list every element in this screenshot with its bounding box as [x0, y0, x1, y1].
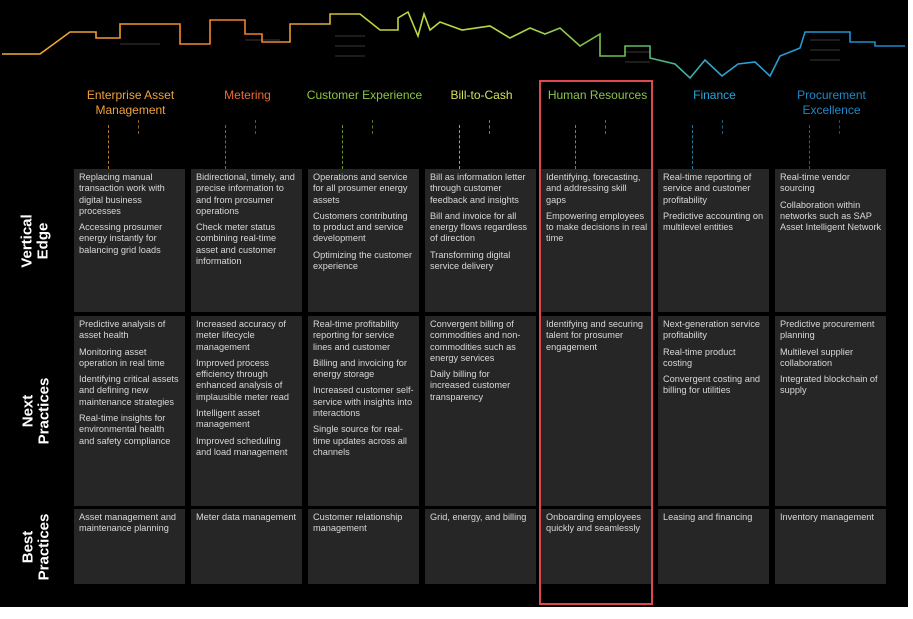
- cell-best-metering: Meter data management: [191, 509, 302, 584]
- practice-item: Operations and service for all prosumer …: [313, 172, 408, 205]
- practice-item: Real-time product costing: [663, 346, 736, 368]
- practice-item: Identifying critical assets and defining…: [79, 374, 179, 407]
- practice-item: Integrated blockchain of supply: [780, 374, 878, 396]
- practice-item: Empowering employees to make decisions i…: [546, 210, 648, 244]
- cell-best-hr: Onboarding employees quickly and seamles…: [541, 509, 652, 584]
- practice-item: Daily billing for increased customer tra…: [430, 369, 511, 402]
- practice-item: Improved process efficiency through enha…: [196, 357, 289, 402]
- practice-item: Predictive procurement planning: [780, 319, 875, 341]
- column-connector-cx: [342, 125, 344, 169]
- practice-item: Real-time reporting of service and custo…: [663, 172, 752, 205]
- column-connector-metering: [255, 120, 257, 134]
- practice-item: Identifying and securing talent for pros…: [546, 319, 644, 352]
- cell-best-cx: Customer relationship management: [308, 509, 419, 584]
- practice-item: Check meter status combining real-time a…: [196, 222, 277, 267]
- practice-item: Asset management and maintenance plannin…: [79, 512, 177, 534]
- practice-item: Leasing and financing: [663, 512, 753, 522]
- column-header-b2c: Bill-to-Cash: [450, 88, 513, 102]
- practice-item: Predictive accounting on multilevel enti…: [663, 210, 764, 233]
- practice-item: Meter data management: [196, 512, 297, 522]
- practice-item: Grid, energy, and billing: [430, 512, 527, 522]
- practice-item: Convergent billing of commodities and no…: [430, 319, 521, 363]
- cell-vertical-b2c: Bill as information letter through custo…: [425, 169, 536, 312]
- cell-vertical-eam: Replacing manual transaction work with d…: [74, 169, 185, 312]
- column-connector-procurement: [809, 125, 811, 169]
- practice-item: Customers contributing to product and se…: [313, 210, 408, 244]
- practice-item: Customer relationship management: [313, 512, 403, 534]
- practice-item: Bill and invoice for all energy flows re…: [430, 210, 528, 244]
- column-connector-hr: [605, 120, 607, 134]
- column-connector-procurement: [839, 120, 841, 134]
- practice-item: Improved scheduling and load management: [196, 435, 288, 457]
- cell-next-hr: Identifying and securing talent for pros…: [541, 316, 652, 506]
- row-label-next: Next Practices: [19, 377, 52, 445]
- practice-item: Inventory management: [780, 512, 874, 522]
- cell-best-b2c: Grid, energy, and billing: [425, 509, 536, 584]
- cell-next-procurement: Predictive procurement planning Multileve…: [775, 316, 886, 506]
- practice-item: Replacing manual transaction work with d…: [79, 172, 165, 216]
- industry-practices-diagram: Enterprise Asset Management Metering Custo…: [0, 0, 908, 607]
- column-header-hr: Human Resources: [547, 88, 648, 102]
- cell-best-eam: Asset management and maintenance plannin…: [74, 509, 185, 584]
- cell-vertical-finance: Real-time reporting of service and custo…: [658, 169, 769, 312]
- practice-item: Increased accuracy of meter lifecycle ma…: [196, 319, 286, 352]
- cell-best-procurement: Inventory management: [775, 509, 886, 584]
- column-header-metering: Metering: [224, 88, 271, 102]
- practice-item: Next-generation service profitability: [663, 319, 761, 341]
- practice-item: Single source for real-time updates acro…: [313, 424, 407, 457]
- practice-item: Convergent costing and billing for utili…: [663, 374, 761, 396]
- row-label-vertical: Vertical Edge: [19, 213, 52, 268]
- column-connector-b2c: [489, 120, 491, 134]
- practice-item: Billing and invoicing for energy storage: [313, 357, 407, 380]
- practice-item: Intelligent asset management: [196, 408, 260, 430]
- practice-item: Bidirectional, timely, and precise infor…: [196, 172, 295, 216]
- cell-vertical-cx: Operations and service for all prosumer …: [308, 169, 419, 312]
- cell-next-b2c: Convergent billing of commodities and no…: [425, 316, 536, 506]
- cell-vertical-procurement: Real-time vendor sourcing Collaboration w…: [775, 169, 886, 312]
- column-connector-eam: [138, 120, 140, 134]
- practice-item: Monitoring asset operation in real time: [79, 346, 165, 368]
- row-label-best: Best Practices: [19, 513, 52, 580]
- practice-item: Real-time vendor sourcing: [780, 172, 850, 194]
- practice-item: Increased customer self-service with ins…: [313, 385, 414, 419]
- practice-item: Bill as information letter through custo…: [430, 172, 526, 205]
- column-connector-cx: [372, 120, 374, 134]
- column-header-cx: Customer Experience: [306, 88, 423, 102]
- practice-item: Accessing prosumer energy instantly for …: [79, 222, 163, 255]
- column-connector-finance: [722, 120, 724, 134]
- cell-next-eam: Predictive analysis of asset health Monit…: [74, 316, 185, 506]
- column-header-finance: Finance: [693, 88, 736, 102]
- cell-vertical-metering: Bidirectional, timely, and precise infor…: [191, 169, 302, 312]
- practice-item: Transforming digital service delivery: [430, 249, 511, 272]
- practice-item: Predictive analysis of asset health: [79, 319, 166, 341]
- column-connector-metering: [225, 125, 227, 169]
- practice-item: Onboarding employees quickly and seamles…: [546, 512, 641, 534]
- skyline-illustration: [2, 10, 905, 80]
- practice-item: Collaboration within networks such as SA…: [780, 199, 882, 233]
- column-connector-finance: [692, 125, 694, 169]
- column-connector-hr: [575, 125, 577, 169]
- practice-item: Real-time insights for environmental hea…: [79, 413, 171, 446]
- cell-next-metering: Increased accuracy of meter lifecycle ma…: [191, 316, 302, 506]
- practice-item: Optimizing the customer experience: [313, 249, 413, 272]
- column-header-eam: Enterprise Asset Management: [86, 88, 175, 117]
- column-connector-b2c: [459, 125, 461, 169]
- cell-next-finance: Next-generation service profitability Rea…: [658, 316, 769, 506]
- column-header-procurement: Procurement Excellence: [797, 88, 866, 117]
- cell-vertical-hr: Identifying, forecasting, and addressing…: [541, 169, 652, 312]
- human-resources-highlight-box: [539, 80, 653, 605]
- practice-item: Real-time profitability reporting for se…: [313, 319, 399, 352]
- column-connector-eam: [108, 125, 110, 169]
- cell-best-finance: Leasing and financing: [658, 509, 769, 584]
- practice-item: Identifying, forecasting, and addressing…: [546, 172, 641, 205]
- cell-next-cx: Real-time profitability reporting for se…: [308, 316, 419, 506]
- practice-item: Multilevel supplier collaboration: [780, 346, 854, 368]
